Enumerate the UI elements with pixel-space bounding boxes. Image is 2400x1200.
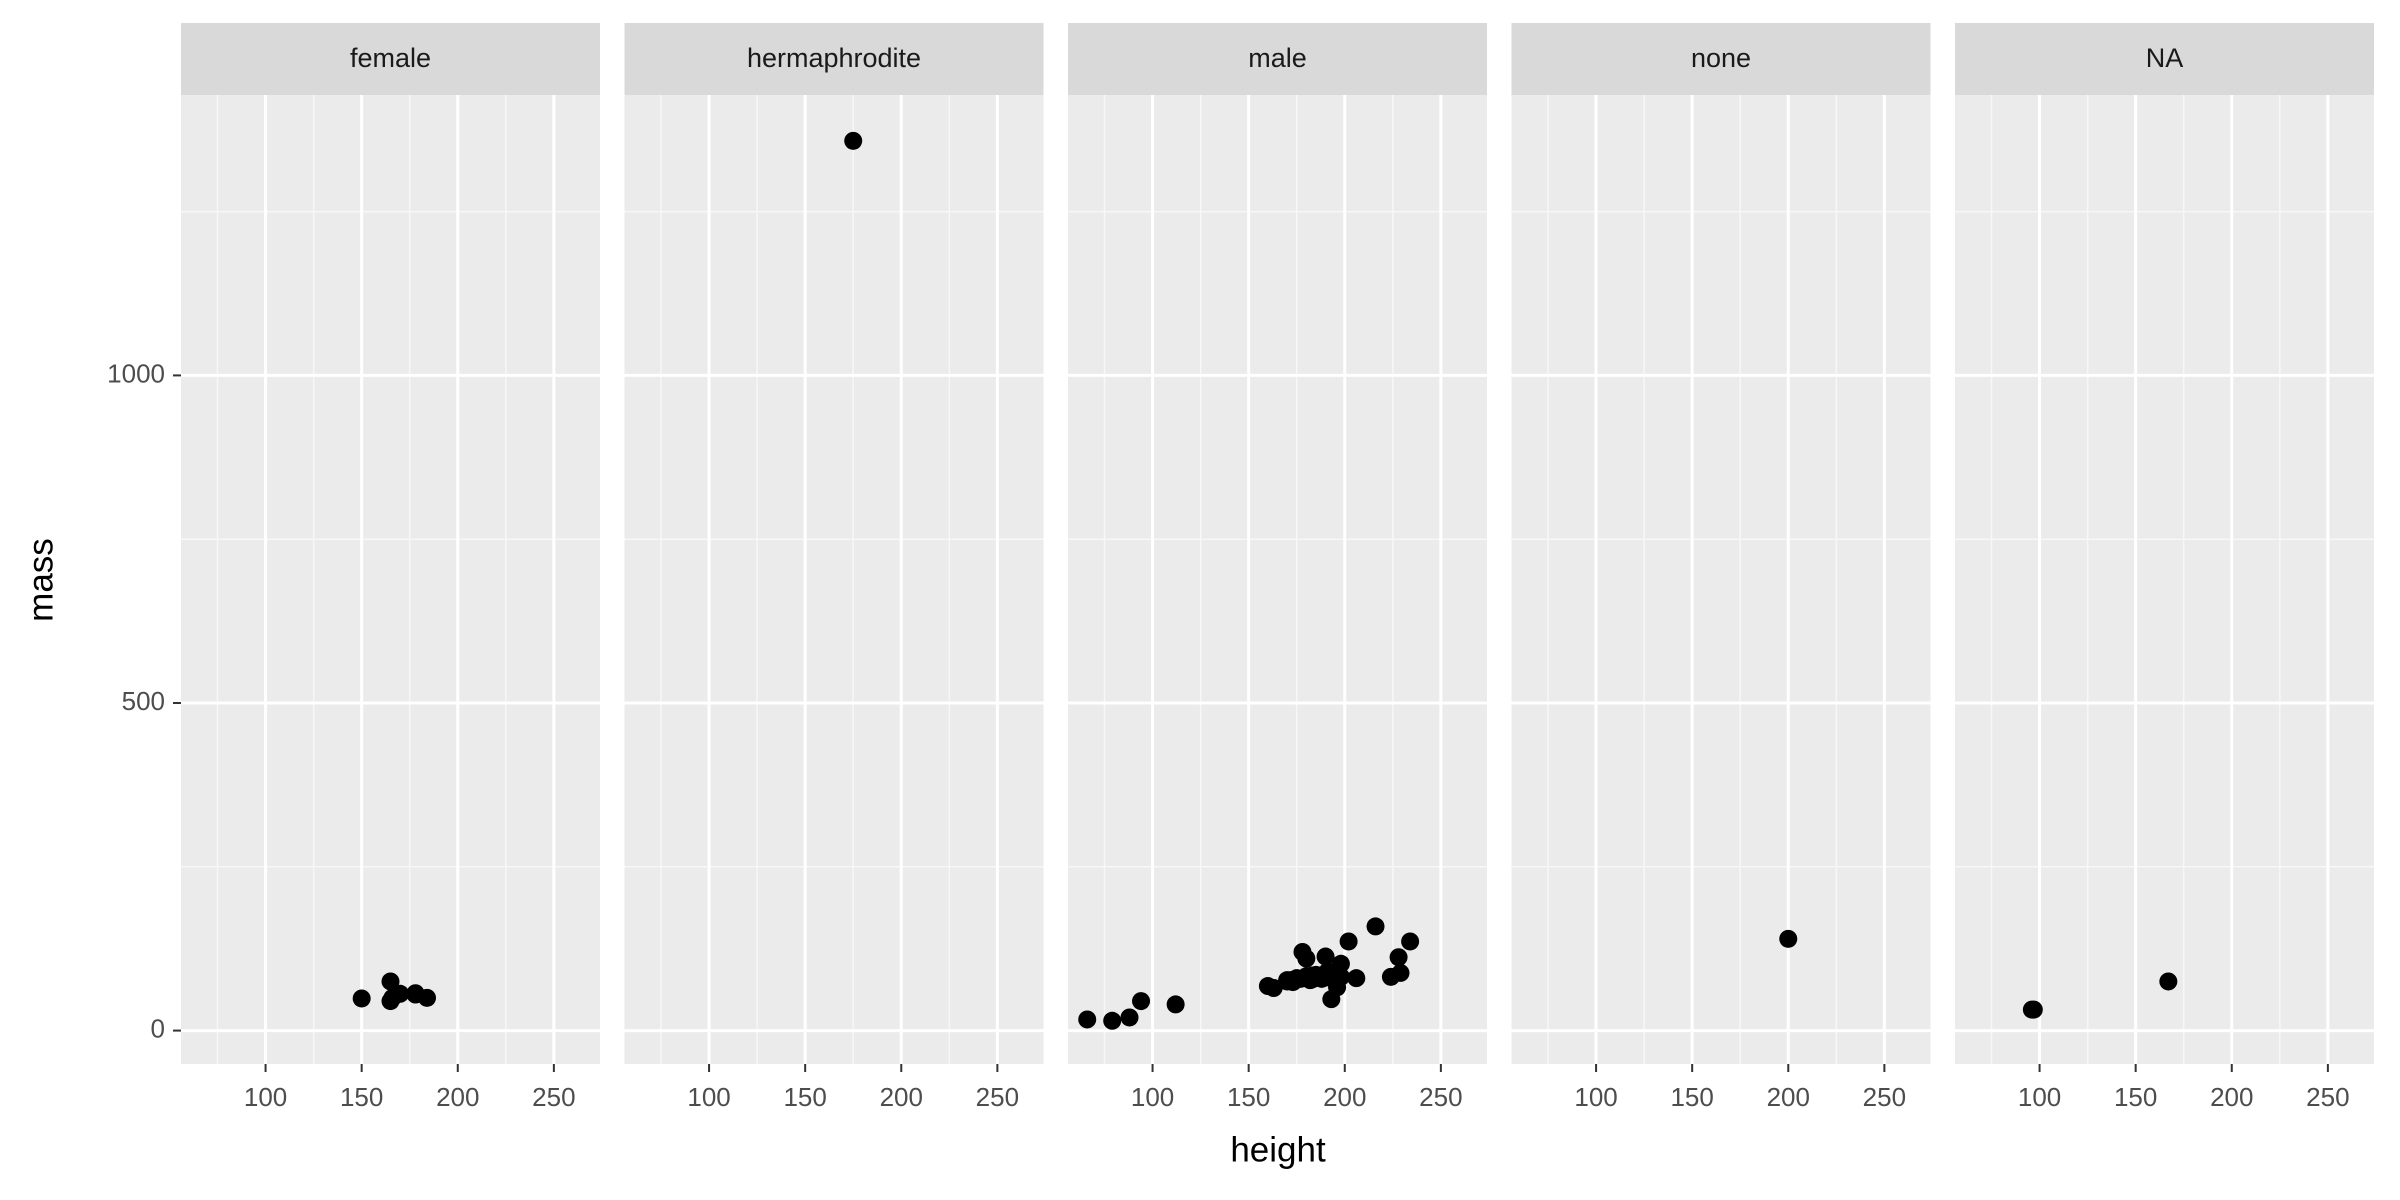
point — [387, 985, 406, 1004]
point — [1287, 969, 1306, 988]
x-tick-label: 250 — [1863, 1082, 1906, 1112]
point — [1391, 963, 1410, 982]
x-tick-label: 100 — [687, 1082, 730, 1112]
strip-label: male — [1248, 43, 1307, 73]
point — [1339, 932, 1358, 951]
x-axis-title: height — [1230, 1130, 1326, 1169]
x-tick-label: 100 — [1574, 1082, 1617, 1112]
x-tick-label: 200 — [1323, 1082, 1366, 1112]
panel-background — [181, 95, 600, 1064]
point — [406, 984, 425, 1003]
y-tick-label: 500 — [122, 686, 165, 716]
point — [844, 131, 863, 150]
x-tick-label: 150 — [2114, 1082, 2157, 1112]
point — [1264, 979, 1283, 997]
x-tick-label: 250 — [1419, 1082, 1462, 1112]
x-tick-label: 250 — [976, 1082, 1019, 1112]
point — [1366, 917, 1385, 936]
x-tick-label: 200 — [436, 1082, 479, 1112]
point — [1166, 995, 1185, 1014]
strip-background — [181, 23, 600, 95]
x-tick-label: 150 — [1227, 1082, 1270, 1112]
x-tick-label: 250 — [2306, 1082, 2349, 1112]
x-tick-label: 150 — [1670, 1082, 1713, 1112]
point — [2159, 972, 2178, 991]
point — [1316, 947, 1335, 966]
point — [1132, 992, 1151, 1011]
point — [1312, 969, 1331, 988]
panel-background — [1511, 95, 1931, 1064]
point — [1401, 932, 1420, 951]
strip-background — [1511, 23, 1931, 95]
point — [1347, 969, 1366, 988]
x-tick-label: 100 — [244, 1082, 287, 1112]
x-tick-label: 100 — [1131, 1082, 1174, 1112]
panel-background — [1068, 95, 1487, 1064]
point — [352, 989, 371, 1008]
strip-label: female — [350, 43, 431, 73]
x-tick-label: 200 — [880, 1082, 923, 1112]
strip-label: NA — [2146, 43, 2184, 73]
point — [1389, 948, 1408, 967]
strip-label: none — [1691, 43, 1751, 73]
panel-background — [624, 95, 1044, 1064]
y-tick-label: 0 — [151, 1013, 165, 1043]
point — [1103, 1011, 1122, 1030]
x-tick-label: 200 — [2210, 1082, 2253, 1112]
x-tick-label: 250 — [532, 1082, 575, 1112]
x-tick-label: 150 — [783, 1082, 826, 1112]
x-tick-label: 200 — [1767, 1082, 1810, 1112]
strip-background — [624, 23, 1044, 95]
y-axis-title: mass — [21, 538, 60, 622]
panel-background — [1955, 95, 2374, 1064]
strip-background — [1955, 23, 2374, 95]
point — [1078, 1010, 1097, 1029]
point — [1331, 954, 1350, 973]
point — [1120, 1008, 1139, 1027]
strip-label: hermaphrodite — [747, 43, 921, 73]
point — [1322, 990, 1341, 1009]
x-tick-label: 100 — [2018, 1082, 2061, 1112]
point — [1297, 949, 1316, 968]
point — [2024, 1000, 2043, 1019]
x-tick-label: 150 — [340, 1082, 383, 1112]
point — [1779, 929, 1798, 948]
strip-background — [1068, 23, 1487, 95]
y-tick-label: 1000 — [107, 358, 165, 388]
